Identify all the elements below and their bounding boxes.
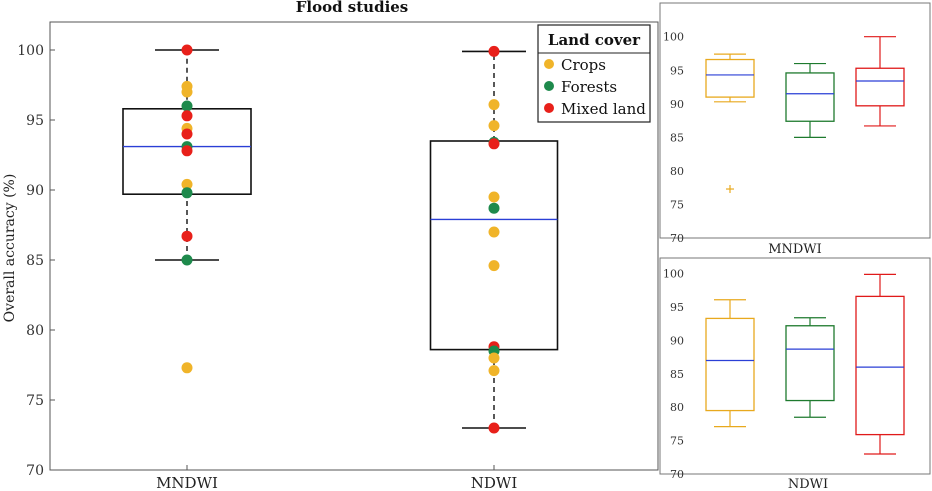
subplot-mndwi-box bbox=[855, 67, 905, 107]
subplot-ndwi-y-tick-label: 80 bbox=[670, 401, 684, 414]
main-data-point bbox=[181, 44, 193, 56]
main-data-point bbox=[181, 187, 193, 199]
subplot-ndwi-boxes bbox=[705, 273, 905, 455]
main-y-axis-label: Overall accuracy (%) bbox=[2, 174, 18, 323]
main-x-category-label: NDWI bbox=[471, 474, 518, 491]
subplot-mndwi-y-tick-label: 70 bbox=[670, 232, 684, 245]
main-chart: Flood studies Overall accuracy (%) 70 75 8… bbox=[2, 0, 659, 491]
subplot-mndwi-y-tick-label: 95 bbox=[670, 64, 684, 77]
main-data-point bbox=[181, 254, 193, 266]
legend-label: Mixed land bbox=[561, 100, 646, 118]
main-data-point bbox=[488, 226, 500, 238]
main-data-point bbox=[488, 365, 500, 377]
main-y-tick-label: 85 bbox=[26, 253, 44, 269]
subplot-ndwi: 70 75 80 85 90 95 100 NDWI bbox=[659, 257, 931, 491]
subplot-ndwi-y-tick-label: 85 bbox=[670, 368, 684, 381]
subplot-mndwi-boxes bbox=[705, 36, 905, 194]
legend: Land cover Crops Forests Mixed land bbox=[537, 24, 651, 123]
main-box bbox=[429, 140, 559, 351]
subplot-mndwi-y-tick-label: 75 bbox=[670, 198, 684, 211]
main-y-tick-label: 80 bbox=[26, 323, 44, 339]
main-data-point bbox=[181, 362, 193, 374]
legend-marker bbox=[544, 59, 554, 69]
main-data-point bbox=[488, 138, 500, 150]
legend-entries: Crops Forests Mixed land bbox=[544, 56, 646, 118]
subplot-mndwi-y-tick-label: 90 bbox=[670, 98, 684, 111]
subplot-mndwi-frame bbox=[659, 2, 931, 239]
main-data-point bbox=[488, 191, 500, 203]
main-data-point bbox=[181, 100, 193, 112]
subplot-ndwi-y-tick-label: 100 bbox=[663, 268, 684, 281]
subplot-ndwi-y-tick-label: 95 bbox=[670, 301, 684, 314]
subplot-ndwi-y-tick-label: 75 bbox=[670, 435, 684, 448]
legend-box bbox=[537, 24, 651, 123]
legend-label: Crops bbox=[561, 56, 606, 74]
main-title: Flood studies bbox=[296, 0, 409, 16]
subplot-ndwi-box bbox=[785, 325, 835, 402]
main-y-ticks: 70 75 80 85 90 95 100 bbox=[17, 43, 55, 479]
subplot-mndwi-box bbox=[705, 58, 755, 98]
main-data-point bbox=[488, 99, 500, 111]
main-y-tick-label: 70 bbox=[26, 463, 44, 479]
subplot-mndwi-y-tick-label: 85 bbox=[670, 131, 684, 144]
main-data-point bbox=[181, 145, 193, 157]
subplot-ndwi-y-tick-label: 70 bbox=[670, 468, 684, 481]
legend-title: Land cover bbox=[548, 31, 641, 49]
main-x-category-label: MNDWI bbox=[156, 474, 218, 491]
main-data-point bbox=[181, 110, 193, 122]
subplot-mndwi-y-tick-label: 100 bbox=[663, 31, 684, 44]
main-data-point bbox=[181, 128, 193, 140]
main-data-point bbox=[488, 352, 500, 364]
main-plot-frame bbox=[49, 21, 659, 471]
subplot-ndwi-frame bbox=[659, 257, 931, 475]
subplot-ndwi-box bbox=[855, 295, 905, 436]
main-x-categories: MNDWI NDWI bbox=[156, 465, 517, 491]
main-data-point bbox=[488, 202, 500, 214]
main-data-point bbox=[488, 422, 500, 434]
main-y-tick-label: 100 bbox=[17, 43, 44, 59]
main-data-point bbox=[488, 45, 500, 57]
main-points bbox=[181, 44, 500, 434]
subplot-mndwi: 70 75 80 85 90 95 100 MNDWI bbox=[659, 2, 931, 257]
subplot-ndwi-y-ticks: 70 75 80 85 90 95 100 bbox=[663, 268, 684, 481]
main-data-point bbox=[181, 178, 193, 190]
main-y-tick-label: 90 bbox=[26, 183, 44, 199]
subplot-mndwi-y-ticks: 70 75 80 85 90 95 100 bbox=[663, 31, 684, 245]
main-data-point bbox=[488, 260, 500, 272]
legend-marker bbox=[544, 81, 554, 91]
subplot-mndwi-y-tick-label: 80 bbox=[670, 165, 684, 178]
subplot-mndwi-x-label: MNDWI bbox=[768, 242, 822, 257]
main-y-tick-label: 75 bbox=[26, 393, 44, 409]
main-y-tick-label: 95 bbox=[26, 113, 44, 129]
subplot-ndwi-box bbox=[705, 317, 755, 412]
subplot-mndwi-box bbox=[785, 72, 835, 122]
legend-marker bbox=[544, 103, 554, 113]
legend-label: Forests bbox=[561, 78, 617, 96]
main-data-point bbox=[488, 120, 500, 132]
main-data-point bbox=[181, 230, 193, 242]
subplot-ndwi-y-tick-label: 90 bbox=[670, 334, 684, 347]
subplot-ndwi-x-label: NDWI bbox=[788, 477, 828, 491]
main-data-point bbox=[181, 86, 193, 98]
